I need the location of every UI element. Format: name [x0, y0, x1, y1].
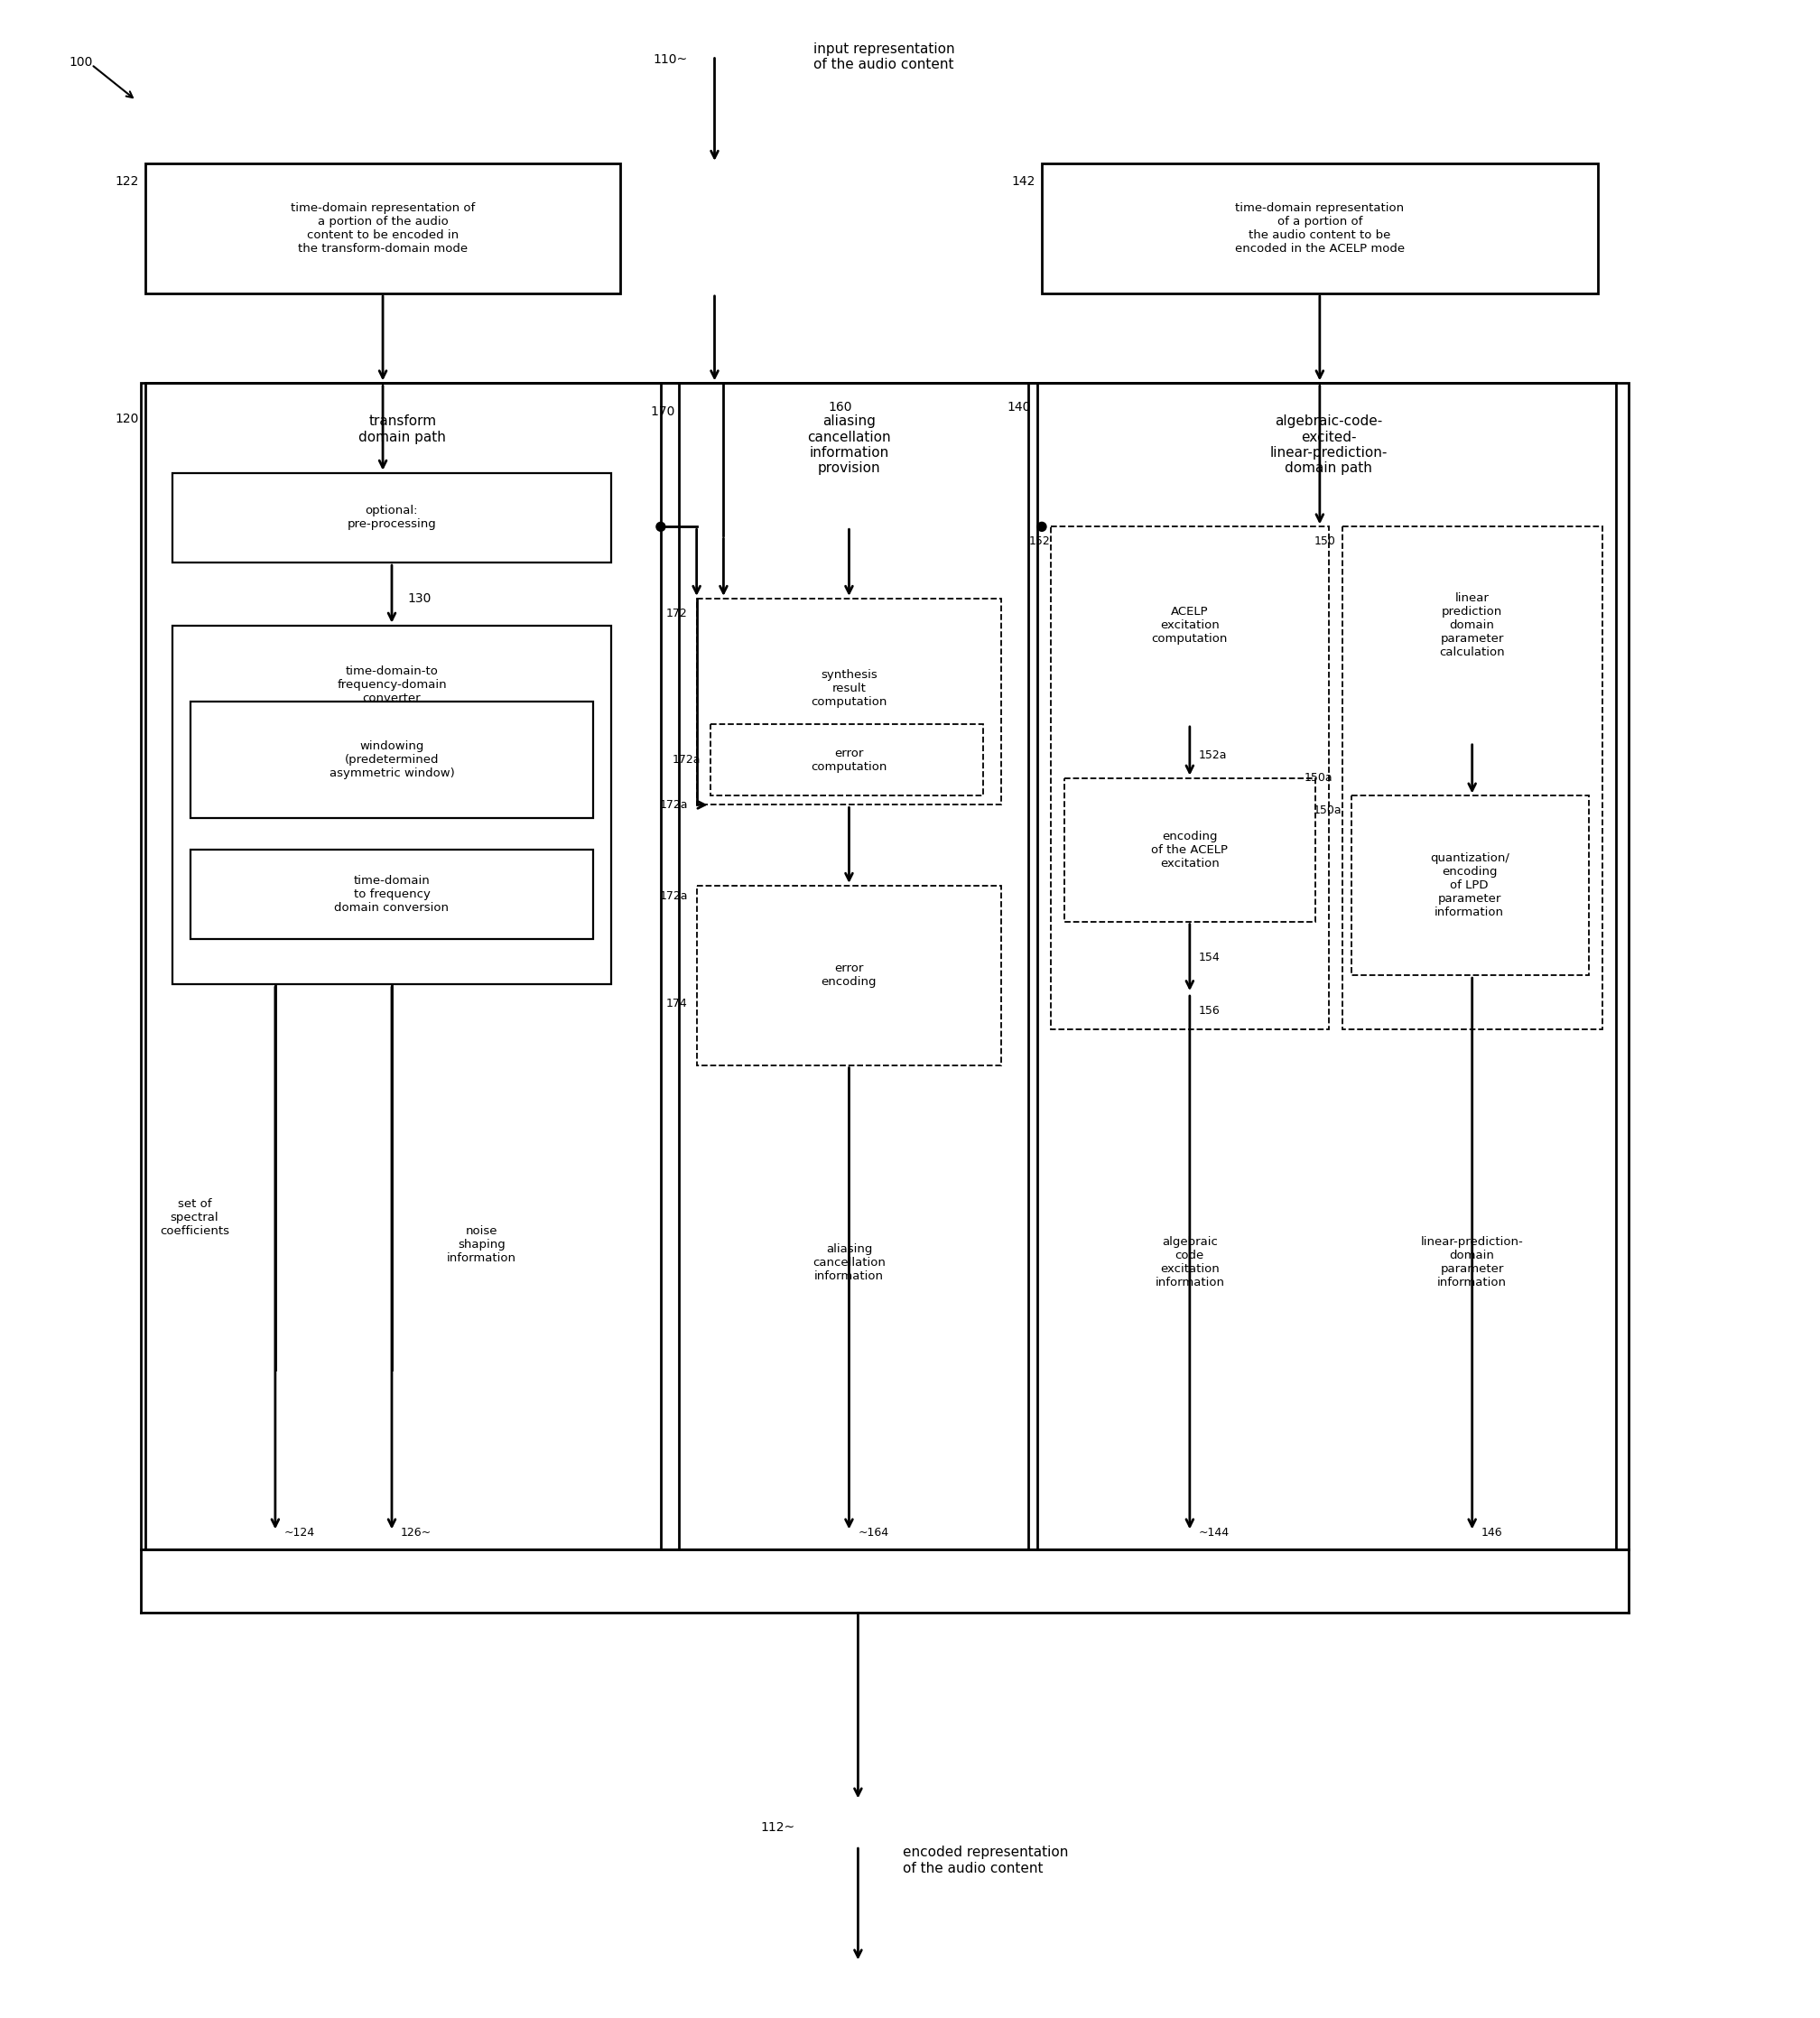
Text: 172a: 172a	[659, 890, 688, 902]
Bar	[146, 163, 621, 293]
Text: ~164: ~164	[857, 1528, 888, 1540]
Text: ~144: ~144	[1199, 1528, 1230, 1540]
Text: windowing
(predetermined
asymmetric window): windowing (predetermined asymmetric wind…	[329, 741, 455, 779]
Text: aliasing
cancellation
information
provision: aliasing cancellation information provis…	[808, 414, 890, 474]
Text: 112~: 112~	[761, 1822, 795, 1834]
Text: 110~: 110~	[653, 52, 688, 65]
Text: 154: 154	[1199, 952, 1219, 963]
Text: 150: 150	[1314, 535, 1336, 547]
Text: 122: 122	[115, 176, 138, 188]
Text: time-domain representation
of a portion of
the audio content to be
encoded in th: time-domain representation of a portion …	[1234, 202, 1405, 254]
Text: ~124: ~124	[284, 1528, 315, 1540]
Bar	[173, 472, 612, 563]
Bar	[679, 383, 1028, 1550]
Text: error
computation: error computation	[812, 747, 886, 773]
Text: encoded representation
of the audio content: encoded representation of the audio cont…	[903, 1846, 1068, 1875]
Text: 172a: 172a	[673, 755, 701, 767]
Text: synthesis
result
computation: synthesis result computation	[812, 668, 886, 708]
Bar	[1341, 527, 1602, 1029]
Bar	[697, 599, 1001, 805]
Text: 100: 100	[69, 57, 93, 69]
Text: input representation
of the audio content: input representation of the audio conten…	[814, 42, 954, 71]
Text: 142: 142	[1012, 176, 1036, 188]
Text: time-domain-to
frequency-domain
converter: time-domain-to frequency-domain converte…	[337, 666, 446, 704]
Text: 170: 170	[652, 406, 679, 418]
Text: time-domain
to frequency
domain conversion: time-domain to frequency domain conversi…	[335, 876, 450, 914]
Text: 174: 174	[666, 997, 688, 1009]
Bar	[1037, 383, 1616, 1550]
Bar	[1041, 163, 1598, 293]
Text: algebraic-code-
excited-
linear-prediction-
domain path: algebraic-code- excited- linear-predicti…	[1270, 414, 1387, 474]
Bar	[146, 383, 661, 1550]
Bar	[189, 702, 593, 819]
Bar	[697, 886, 1001, 1066]
Text: 130: 130	[408, 591, 431, 605]
Text: time-domain representation of
a portion of the audio
content to be encoded in
th: time-domain representation of a portion …	[291, 202, 475, 254]
Text: algebraic
code
excitation
information: algebraic code excitation information	[1156, 1237, 1225, 1290]
Bar	[1350, 795, 1589, 975]
Text: linear
prediction
domain
parameter
calculation: linear prediction domain parameter calcu…	[1440, 593, 1505, 658]
Bar	[140, 383, 1629, 1550]
Text: transform
domain path: transform domain path	[359, 414, 446, 444]
Text: encoding
of the ACELP
excitation: encoding of the ACELP excitation	[1152, 829, 1228, 870]
Text: 150a: 150a	[1305, 773, 1334, 783]
Text: 140: 140	[1006, 402, 1032, 414]
Text: set of
spectral
coefficients: set of spectral coefficients	[160, 1199, 229, 1237]
Text: 152: 152	[1030, 535, 1050, 547]
Bar	[710, 724, 983, 795]
Text: aliasing
cancellation
information: aliasing cancellation information	[812, 1243, 886, 1281]
Text: error
encoding: error encoding	[821, 963, 877, 989]
Text: 126~: 126~	[400, 1528, 431, 1540]
Circle shape	[1037, 523, 1046, 531]
Text: quantization/
encoding
of LPD
parameter
information: quantization/ encoding of LPD parameter …	[1431, 854, 1509, 918]
Text: 172a: 172a	[659, 799, 688, 811]
Text: 150a: 150a	[1314, 805, 1341, 817]
Text: linear-prediction-
domain
parameter
information: linear-prediction- domain parameter info…	[1421, 1237, 1523, 1290]
Bar	[1065, 779, 1316, 922]
Text: optional:
pre-processing: optional: pre-processing	[348, 504, 437, 531]
Text: 160: 160	[828, 402, 852, 414]
Bar	[173, 626, 612, 985]
Text: 152a: 152a	[1199, 749, 1227, 761]
Text: 146: 146	[1481, 1528, 1503, 1540]
Text: 172: 172	[666, 607, 688, 620]
Text: 120: 120	[115, 414, 138, 426]
Text: noise
shaping
information: noise shaping information	[446, 1225, 517, 1263]
Text: 156: 156	[1199, 1005, 1219, 1017]
Circle shape	[657, 523, 666, 531]
Bar	[1050, 527, 1329, 1029]
Bar	[189, 850, 593, 940]
Text: ACELP
excitation
computation: ACELP excitation computation	[1152, 605, 1228, 646]
